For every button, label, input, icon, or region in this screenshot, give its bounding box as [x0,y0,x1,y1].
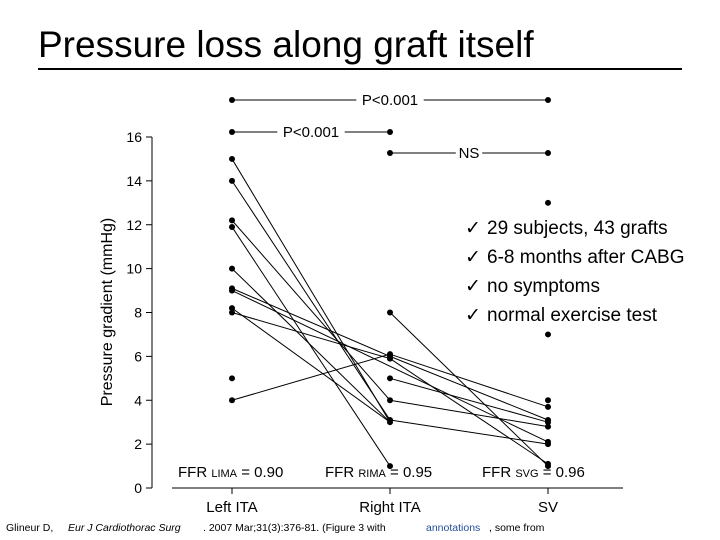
paired-line [389,419,549,445]
bullet-text: 6-8 months after CABG [487,247,685,268]
data-point [545,331,551,338]
y-tick-label: 14 [126,173,142,189]
paired-line [231,287,391,357]
y-tick-label: 0 [134,480,142,496]
ffr-prefix: FFR [325,464,355,481]
bullet-item: ✓ 6-8 months after CABG [465,243,684,272]
ffr-subscript: RIMA [358,468,386,480]
paired-line [389,353,549,408]
paired-line [231,158,391,423]
bullet-text: normal exercise test [487,305,658,326]
data-point [387,355,393,362]
paired-line [231,353,391,401]
citation-author: Glineur D, [6,522,54,534]
ffr-value: = 0.95 [390,464,433,481]
citation-journal: Eur J Cardiothorac Surg [68,522,181,534]
significance-label: P<0.001 [362,92,418,109]
paired-line [231,290,549,443]
data-point [229,305,235,312]
data-point [229,375,235,382]
data-point [545,463,551,470]
data-point [229,309,235,316]
paired-line [389,358,549,465]
title-underline [38,68,682,70]
paired-line [231,312,391,360]
ffr-rima-label: FFR RIMA = 0.95 [325,464,432,481]
ffr-svg-label: FFR SVG = 0.96 [482,464,585,481]
paired-line [389,312,549,467]
citation-reference: . 2007 Mar;31(3):376-81. (Figure 3 with [203,522,386,534]
citation-annotations-link[interactable]: annotations [426,522,481,534]
data-point [545,403,551,410]
paired-line [389,399,549,428]
data-point [387,309,393,316]
ffr-subscript: SVG [515,468,539,480]
y-tick-label: 12 [126,217,142,233]
paired-line [389,377,549,423]
ffr-subscript: LIMA [211,468,238,480]
data-point [545,397,551,404]
check-icon: ✓ [465,218,481,239]
data-point [229,287,235,294]
data-point [545,419,551,426]
significance-label: NS [459,145,480,162]
bullet-text: 29 subjects, 43 grafts [487,218,668,239]
ffr-prefix: FFR [482,464,512,481]
paired-line [231,226,391,467]
check-icon: ✓ [465,247,481,268]
ffr-value: = 0.96 [542,464,585,481]
data-point [545,441,551,448]
x-tick-label: SV [538,499,558,516]
data-point [387,397,393,404]
check-icon: ✓ [465,305,481,326]
significance-label: P<0.001 [283,124,339,141]
y-tick-label: 10 [126,261,142,277]
ffr-lima-label: FFR LIMA = 0.90 [178,464,283,481]
ffr-prefix: FFR [178,464,208,481]
slide-title: Pressure loss along graft itself [38,24,534,65]
y-axis-title: Pressure gradient (mmHg) [99,218,116,407]
paired-line [231,268,391,423]
data-point [229,177,235,184]
data-point [229,265,235,272]
data-point [229,217,235,224]
y-tick-label: 2 [134,436,142,452]
data-point [229,397,235,404]
bullet-item: ✓ normal exercise test [465,301,684,330]
x-tick-label: Right ITA [359,499,420,516]
x-tick-label: Left ITA [206,499,257,516]
y-tick-label: 16 [126,129,142,145]
data-point [387,419,393,426]
bullet-item: ✓ no symptoms [465,272,684,301]
data-point [229,155,235,162]
bullet-text: no symptoms [487,276,600,297]
data-point [545,199,551,206]
data-point [545,423,551,430]
bullet-item: ✓ 29 subjects, 43 grafts [465,214,684,243]
paired-line [231,307,391,423]
ffr-value: = 0.90 [241,464,284,481]
bullet-list: ✓ 29 subjects, 43 grafts ✓ 6-8 months afte… [465,214,684,330]
y-tick-label: 4 [134,392,142,408]
y-tick-label: 8 [134,305,142,321]
paired-line [231,220,391,401]
paired-line [389,355,549,421]
data-point [387,463,393,470]
data-point [229,223,235,230]
paired-line [231,180,391,421]
citation-tail: , some from [489,522,545,534]
data-point [387,375,393,382]
y-tick-label: 6 [134,348,142,364]
check-icon: ✓ [465,276,481,297]
